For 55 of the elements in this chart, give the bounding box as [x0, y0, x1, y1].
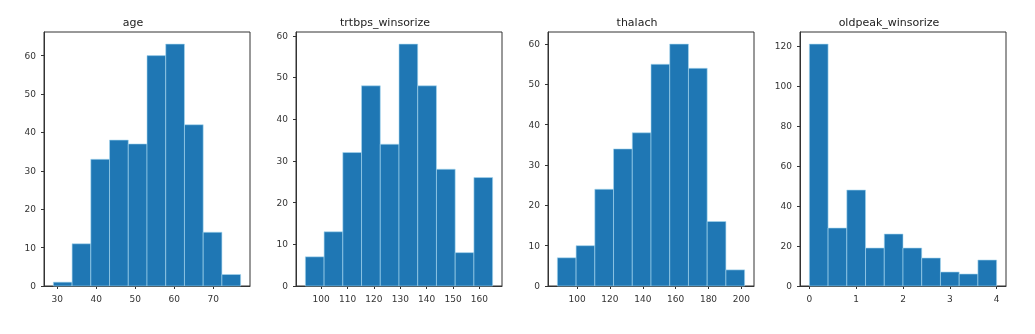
x-tick-label: 200	[732, 293, 751, 304]
chart-title: thalach	[616, 16, 658, 29]
y-tick-label: 0	[534, 281, 541, 291]
y-tick-label: 0	[282, 281, 289, 291]
y-tick-label: 80	[780, 121, 793, 132]
x-tick-label: 120	[365, 293, 383, 304]
y-tick-label: 10	[24, 242, 37, 253]
y-tick-label: 40	[780, 201, 793, 212]
x-tick-label: 160	[470, 293, 489, 304]
y-tick-label: 50	[276, 72, 289, 83]
y-tick-label: 100	[774, 81, 793, 92]
y-tick-label: 10	[528, 240, 541, 251]
y-tick-label: 60	[276, 30, 289, 41]
x-tick-label: 70	[207, 293, 220, 304]
x-tick-label: 60	[168, 293, 181, 304]
y-tick-label: 30	[24, 165, 37, 176]
y-tick-label: 10	[276, 239, 289, 250]
x-tick-label: 130	[391, 293, 410, 304]
x-tick-label: 100	[568, 293, 586, 304]
y-tick-label: 30	[528, 160, 541, 171]
y-tick-label: 30	[276, 155, 289, 166]
x-tick-label: 2	[900, 293, 906, 304]
y-tick-label: 0	[30, 281, 37, 291]
y-tick-label: 60	[780, 161, 793, 172]
x-tick-label: 150	[444, 293, 462, 304]
x-tick-label: 40	[90, 293, 103, 304]
x-tick-label: 0	[806, 293, 813, 304]
x-tick-label: 140	[418, 293, 436, 304]
y-tick-label: 50	[528, 79, 541, 90]
x-tick-label: 1	[853, 293, 860, 304]
y-tick-label: 40	[24, 127, 37, 138]
chart-title: oldpeak_winsorize	[838, 16, 940, 29]
chart-title: trtbps_winsorize	[340, 16, 431, 29]
x-tick-label: 140	[634, 293, 652, 304]
x-tick-label: 4	[993, 293, 1000, 304]
x-tick-label: 160	[667, 293, 685, 304]
y-tick-label: 50	[24, 89, 37, 100]
y-tick-label: 40	[276, 114, 289, 125]
x-tick-label: 30	[51, 293, 64, 304]
x-tick-label: 110	[338, 293, 357, 304]
y-tick-label: 20	[24, 204, 37, 215]
x-tick-label: 120	[601, 293, 619, 304]
x-tick-label: 100	[312, 293, 331, 304]
y-tick-label: 0	[786, 281, 793, 291]
x-tick-label: 50	[129, 293, 142, 304]
x-tick-label: 180	[699, 293, 718, 304]
y-tick-label: 120	[774, 41, 793, 52]
chart-title: age	[122, 16, 144, 29]
x-tick-label: 3	[946, 293, 953, 304]
y-tick-label: 20	[528, 200, 541, 211]
y-tick-label: 60	[528, 39, 541, 50]
y-tick-label: 20	[780, 241, 793, 252]
y-tick-label: 60	[24, 50, 37, 61]
y-tick-label: 40	[528, 119, 541, 130]
y-tick-label: 20	[276, 197, 289, 208]
